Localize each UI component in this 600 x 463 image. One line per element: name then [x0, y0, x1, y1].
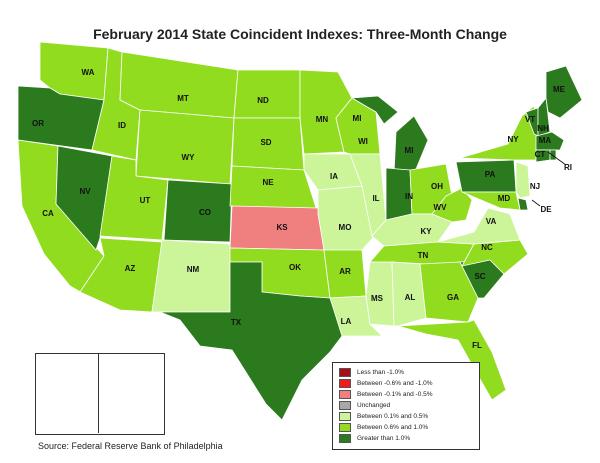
legend: Less than -1.0% Between -0.6% and -1.0% Be… — [332, 362, 480, 450]
state-label-sd: SD — [260, 138, 271, 147]
state-label-nc: NC — [481, 243, 493, 252]
legend-label: Greater than 1.0% — [357, 435, 411, 442]
state-label-ky: KY — [420, 227, 432, 236]
state-mt — [119, 51, 239, 119]
state-label-wy: WY — [182, 153, 196, 162]
legend-entry: Unchanged — [339, 400, 473, 411]
state-label-fl: FL — [472, 341, 482, 350]
state-label-wa: WA — [82, 68, 95, 77]
state-label-ct: CT — [535, 150, 546, 159]
state-label-ms: MS — [371, 294, 384, 303]
state-label-mo: MO — [339, 223, 352, 232]
state-label-ma: MA — [539, 136, 552, 145]
state-label-or: OR — [32, 119, 44, 128]
state-label-la: LA — [341, 317, 352, 326]
state-label-tx: TX — [231, 318, 242, 327]
state-label-nv: NV — [79, 187, 91, 196]
state-label-nh: NH — [537, 124, 549, 133]
state-label-nm: NM — [187, 265, 200, 274]
state-md — [461, 191, 521, 211]
state-label-az: AZ — [125, 264, 136, 273]
state-nj — [515, 161, 531, 199]
state-mi — [351, 95, 399, 125]
state-label-nj: NJ — [530, 182, 540, 191]
state-label-mt: MT — [177, 94, 189, 103]
legend-label: Between -0.1% and -0.5% — [357, 391, 433, 398]
legend-swatch — [339, 423, 351, 432]
state-label-wi: WI — [358, 137, 368, 146]
state-label-ok: OK — [289, 263, 301, 272]
state-label-tn: TN — [418, 251, 429, 260]
state-label-oh: OH — [431, 182, 443, 191]
state-wy — [135, 109, 235, 185]
legend-label: Between 0.6% and 1.0% — [357, 424, 429, 431]
legend-entry: Less than -1.0% — [339, 367, 473, 378]
state-ny — [459, 105, 539, 161]
state-va — [437, 207, 521, 245]
state-label-mi-lower: MI — [405, 146, 414, 155]
state-label-vt: VT — [525, 115, 535, 124]
state-mi-lower — [393, 115, 429, 175]
legend-entry: Greater than 1.0% — [339, 433, 473, 444]
legend-entry: Between 0.6% and 1.0% — [339, 422, 473, 433]
state-al — [391, 261, 427, 327]
state-label-al: AL — [405, 293, 416, 302]
source-note: Source: Federal Reserve Bank of Philadel… — [38, 441, 223, 451]
state-label-il: IL — [372, 194, 379, 203]
state-ri — [549, 149, 557, 161]
legend-entry: Between -0.6% and -1.0% — [339, 378, 473, 389]
legend-label: Between -0.6% and -1.0% — [357, 380, 433, 387]
inset-frame — [35, 353, 165, 435]
state-nd — [233, 69, 301, 119]
state-label-co: CO — [199, 208, 211, 217]
state-label-md: MD — [498, 194, 511, 203]
state-label-mn: MN — [316, 115, 329, 124]
state-label-ia: IA — [330, 172, 338, 181]
legend-entry: Between 0.1% and 0.5% — [339, 411, 473, 422]
state-label-va: VA — [486, 217, 497, 226]
state-label-de: DE — [540, 205, 552, 214]
legend-swatch — [339, 368, 351, 377]
state-tx — [159, 261, 349, 421]
state-fl — [397, 319, 507, 401]
state-label-id: ID — [118, 121, 126, 130]
state-label-nd: ND — [257, 96, 269, 105]
state-label-ks: KS — [276, 223, 288, 232]
state-label-ga: GA — [447, 293, 459, 302]
state-label-sc: SC — [474, 272, 485, 281]
inset-divider — [98, 353, 99, 433]
state-label-in: IN — [405, 192, 413, 201]
state-la — [329, 295, 383, 337]
state-nm — [151, 239, 231, 313]
state-ma — [535, 131, 565, 151]
state-label-pa: PA — [485, 170, 496, 179]
legend-label: Between 0.1% and 0.5% — [357, 413, 429, 420]
legend-swatch — [339, 434, 351, 443]
state-ga — [419, 261, 479, 323]
state-label-ne: NE — [262, 178, 274, 187]
legend-swatch — [339, 412, 351, 421]
state-label-me: ME — [553, 85, 566, 94]
legend-label: Unchanged — [357, 402, 391, 409]
state-me — [545, 65, 583, 119]
legend-label: Less than -1.0% — [357, 369, 404, 376]
legend-swatch — [339, 390, 351, 399]
legend-swatch — [339, 401, 351, 410]
state-label-ri: RI — [564, 163, 572, 172]
state-co — [163, 179, 233, 243]
state-label-mi: MI — [353, 114, 362, 123]
map-title: February 2014 State Coincident Indexes: … — [93, 26, 507, 42]
state-label-wv: WV — [434, 203, 448, 212]
state-nv — [55, 145, 113, 251]
legend-entry: Between -0.1% and -0.5% — [339, 389, 473, 400]
legend-swatch — [339, 379, 351, 388]
state-label-ca: CA — [42, 209, 54, 218]
state-label-ut: UT — [140, 196, 151, 205]
state-label-ar: AR — [339, 267, 351, 276]
state-label-ny: NY — [507, 135, 519, 144]
